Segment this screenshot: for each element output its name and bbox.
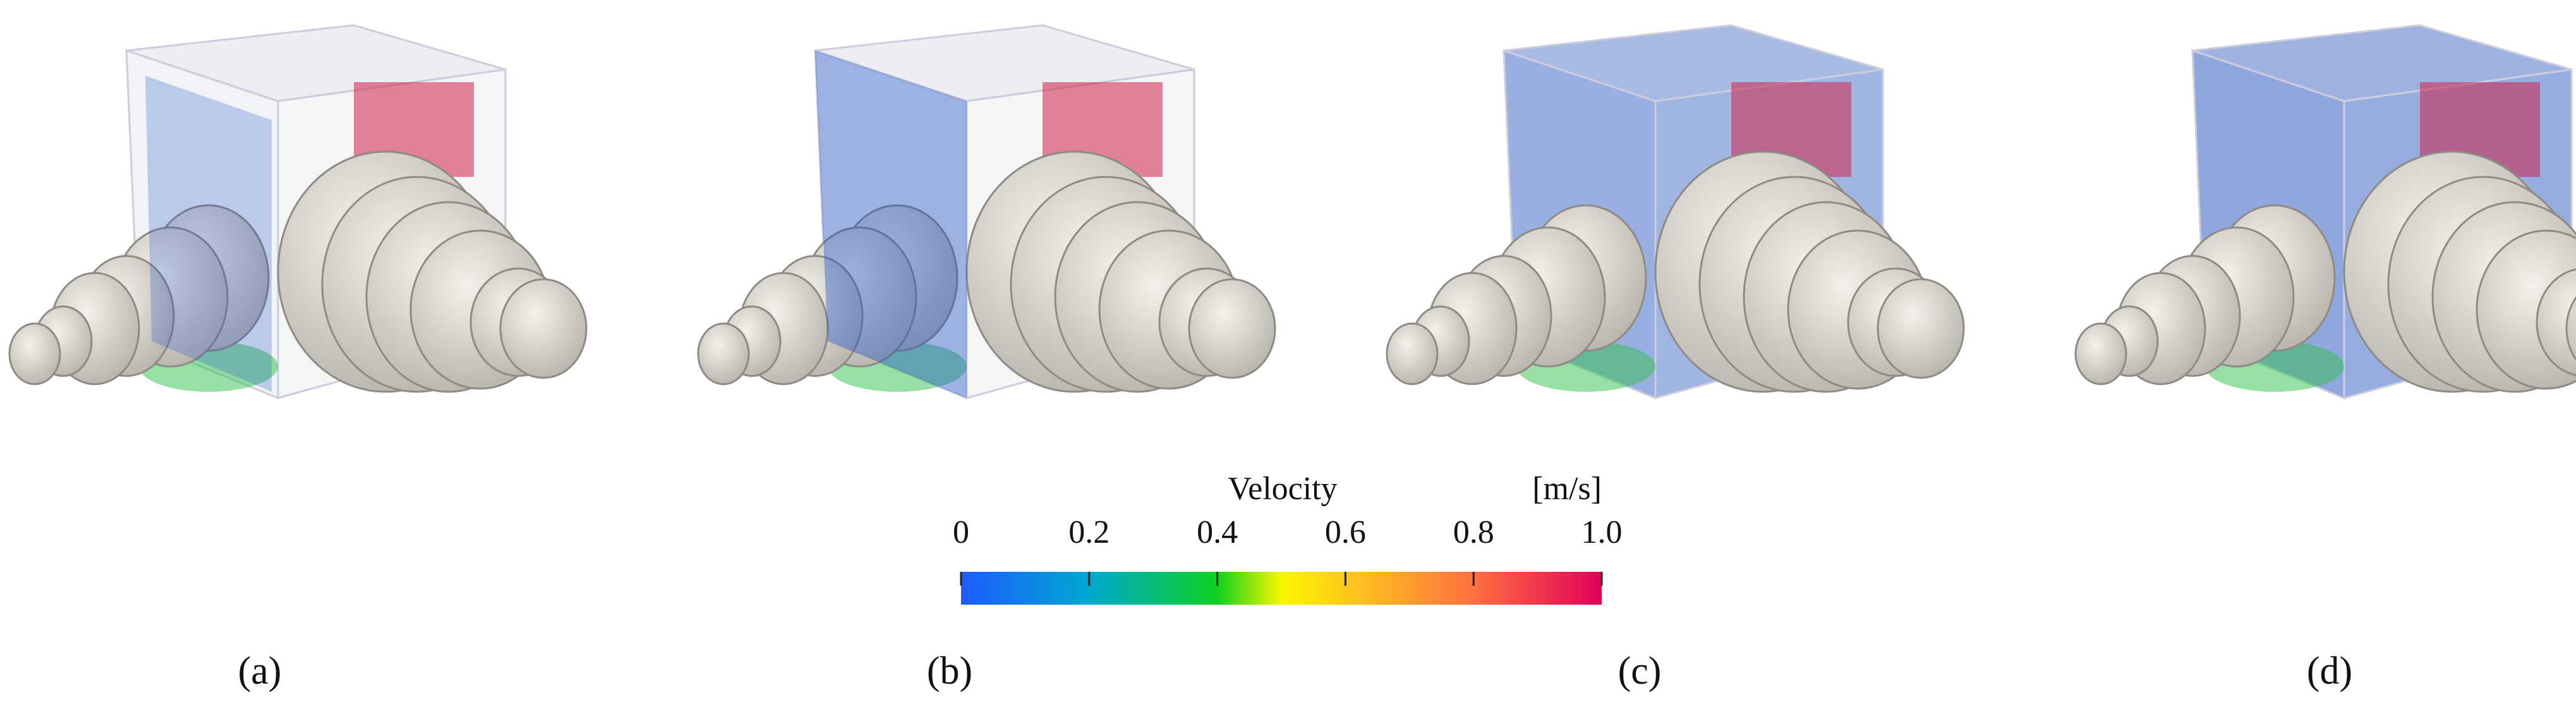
tick-label: 1.0 xyxy=(1581,514,1623,550)
panel-a xyxy=(8,24,588,399)
tick-label: 0.2 xyxy=(1068,514,1110,550)
panel-label: (c) xyxy=(1618,650,1662,693)
colorbar-unit: [m/s] xyxy=(1532,471,1602,507)
panel-d xyxy=(2074,24,2576,399)
tick-label: 0.6 xyxy=(1325,514,1366,550)
gearbox-render xyxy=(697,24,1276,399)
tick-label: 0 xyxy=(953,514,969,550)
particles xyxy=(145,76,272,392)
colorbar xyxy=(961,572,1602,605)
panel-c xyxy=(1386,24,1965,399)
colorbar-title: Velocity xyxy=(1228,471,1337,507)
particles xyxy=(815,51,967,398)
tick-label: 0.8 xyxy=(1453,514,1494,550)
panel-label: (d) xyxy=(2307,650,2352,693)
gearbox-render xyxy=(1386,24,1965,399)
gearbox-render xyxy=(8,24,588,399)
panel-b xyxy=(697,24,1276,399)
gearbox-render xyxy=(2074,24,2576,399)
panel-label: (a) xyxy=(238,650,282,693)
panel-label: (b) xyxy=(927,650,972,693)
tick-label: 0.4 xyxy=(1197,514,1238,550)
